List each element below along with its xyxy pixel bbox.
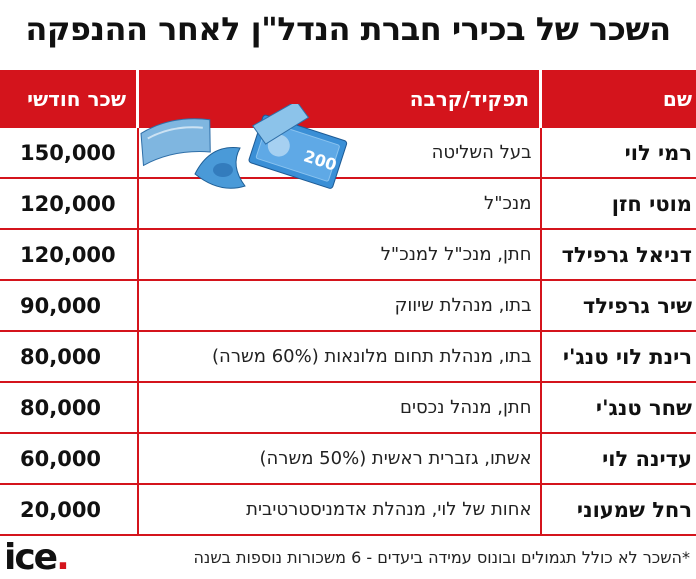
- table-row: רינת לוי טנג'י בתו, מנהלת תחום מלונאות (…: [0, 331, 696, 383]
- table-row: דניאל גרפילד חתן, מנכ"ל למנכ"ל 120,000: [0, 229, 696, 281]
- cell-salary: 120,000: [0, 178, 138, 230]
- cell-name: מוטי חזן: [540, 178, 696, 230]
- cell-role: בתו, מנהלת שיווק: [136, 280, 542, 332]
- table-row: עדינה לוי אשתו, גזברית ראשית (50% משרה) …: [0, 433, 696, 485]
- header-role: תפקיד/קרבה: [137, 70, 542, 128]
- table-header-row: שם תפקיד/קרבה שכר חודשי: [0, 70, 696, 128]
- banknotes-illustration: 200: [140, 104, 348, 189]
- table-row: שיר גרפילד בתו, מנהלת שיווק 90,000: [0, 280, 696, 332]
- cell-name: שחר טנג'י: [540, 382, 696, 434]
- cell-role: חתן, מנכ"ל למנכ"ל: [136, 229, 542, 281]
- cell-role: בתו, מנהלת תחום מלונאות (60% משרה): [136, 331, 542, 383]
- cell-name: דניאל גרפילד: [540, 229, 696, 281]
- table-row: רחל שמעוני אחות של לוי, מנהלת אדמניסטרטי…: [0, 484, 696, 536]
- page-title: השכר של בכירי חברת הנדל"ן לאחר ההנפקה: [25, 10, 671, 48]
- cell-salary: 120,000: [0, 229, 138, 281]
- cell-salary: 20,000: [0, 484, 138, 536]
- cell-salary: 60,000: [0, 433, 138, 485]
- cell-role: אשתו, גזברית ראשית (50% משרה): [136, 433, 542, 485]
- cell-salary: 90,000: [0, 280, 138, 332]
- header-salary: שכר חודשי: [0, 70, 139, 128]
- cell-name: רמי לוי: [540, 128, 696, 179]
- logo-dot: .: [56, 537, 70, 578]
- table-row: שחר טנג'י חתן, מנהל נכסים 80,000: [0, 382, 696, 434]
- cell-role: חתן, מנהל נכסים: [136, 382, 542, 434]
- table-row: מוטי חזן מנכ"ל 120,000: [0, 178, 696, 230]
- banknote-curl: [194, 147, 246, 189]
- header-name: שם: [540, 70, 696, 128]
- footnote: *השכר לא כולל תגמולים ובונוס עמידה ביעדי…: [193, 548, 690, 567]
- logo-text: ice: [4, 537, 58, 578]
- cell-salary: 80,000: [0, 331, 138, 383]
- ice-logo: ice.: [4, 537, 70, 578]
- cell-name: שיר גרפילד: [540, 280, 696, 332]
- banknote-small: [252, 104, 310, 145]
- footer: ice. *השכר לא כולל תגמולים ובונוס עמידה …: [0, 537, 696, 579]
- cell-name: רחל שמעוני: [540, 484, 696, 536]
- cell-role: אחות של לוי, מנהלת אדמניסטרטיבית: [136, 484, 542, 536]
- cell-role: מנכ"ל: [136, 178, 542, 230]
- banknote-main: 200: [248, 114, 348, 189]
- salary-table: שם תפקיד/קרבה שכר חודשי רמי לוי בעל השלי…: [0, 70, 696, 536]
- cell-salary: 80,000: [0, 382, 138, 434]
- cell-salary: 150,000: [0, 128, 138, 179]
- cell-name: רינת לוי טנג'י: [540, 331, 696, 383]
- cell-name: עדינה לוי: [540, 433, 696, 485]
- banknote-back: [140, 118, 211, 167]
